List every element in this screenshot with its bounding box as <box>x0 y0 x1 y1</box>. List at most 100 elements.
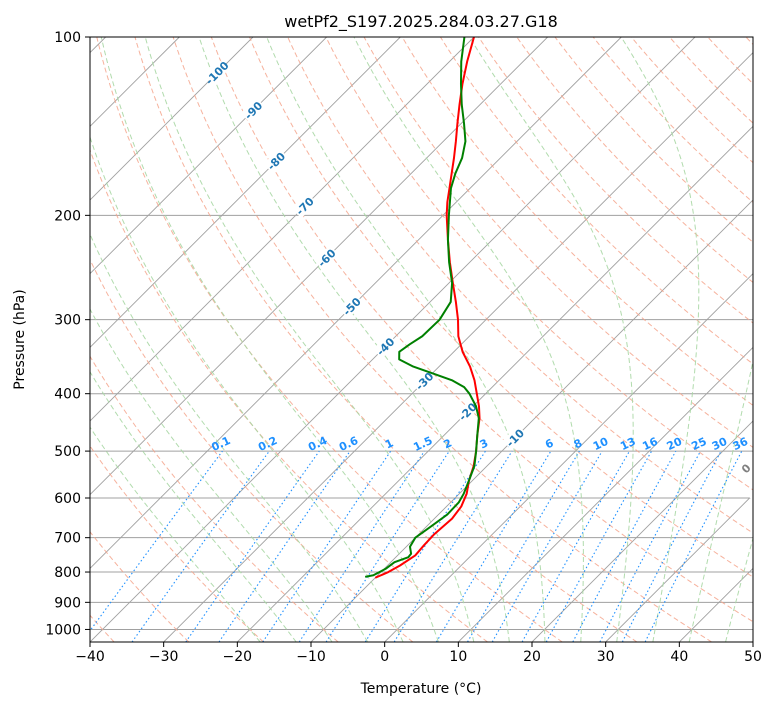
dry-adiabat-label--60-bg <box>314 245 339 270</box>
mixing-ratio-line-6 <box>435 450 552 642</box>
dry-adiabat--20 <box>90 445 264 642</box>
y-tick-label-100: 100 <box>54 30 81 46</box>
y-tick-label-300: 300 <box>54 313 81 329</box>
y-tick-label-500: 500 <box>54 444 81 460</box>
mixing-ratio-label-13: 13 <box>618 435 637 453</box>
dewpoint-profile-line <box>364 37 480 578</box>
mixing-ratio-line-20 <box>572 450 677 642</box>
dry-adiabat-label--50-bg <box>339 293 364 319</box>
mixing-ratio-line-0.4 <box>185 450 320 642</box>
y-tick-label-1000: 1000 <box>45 622 81 638</box>
mixing-ratio-line-0.1 <box>90 450 223 632</box>
isotherm--60 <box>90 37 548 496</box>
moist-adiabat-20 <box>266 37 546 642</box>
axes-frame <box>89 36 754 643</box>
dry-adiabat-label--70-bg <box>292 193 317 219</box>
moist-adiabat-5 <box>100 37 439 642</box>
moist-adiabat-label-10: 10 <box>752 484 772 504</box>
isotherm-0 <box>384 273 753 642</box>
x-tick-label--40: −40 <box>75 649 105 665</box>
isotherm-10 <box>458 346 753 642</box>
dry-adiabat-30 <box>134 37 638 642</box>
dry-adiabat-50 <box>210 37 753 623</box>
moist-adiabats <box>90 37 753 642</box>
mixing-ratio-lines <box>90 450 743 642</box>
x-tick-label-40: 40 <box>670 649 688 665</box>
x-tick-label--30: −30 <box>149 649 179 665</box>
mixing-ratio-line-8 <box>467 450 580 642</box>
mixing-ratio-label-25: 25 <box>689 435 708 453</box>
isotherm--100 <box>90 37 254 201</box>
x-tick-label-10: 10 <box>449 649 467 665</box>
x-tick-label-30: 30 <box>597 649 615 665</box>
isotherm--20 <box>237 125 753 642</box>
dry-adiabat-label--80-bg <box>263 148 289 174</box>
mixing-ratio-line-0.2 <box>131 450 270 642</box>
x-axis-ticks: −40 −30 −20 −10 0 10 20 30 40 50 <box>75 642 762 665</box>
y-tick-label-700: 700 <box>54 531 81 547</box>
dry-adiabat-label--10-bg <box>502 425 528 450</box>
y-tick-label-900: 900 <box>54 595 81 611</box>
moist-adiabat--5 <box>90 233 369 642</box>
moist-adiabat-35 <box>620 37 700 642</box>
moist-adiabat-10 <box>144 37 475 642</box>
isotherm-grid <box>90 37 753 642</box>
moist-adiabat-40 <box>688 358 753 642</box>
mixing-ratio-line-16 <box>545 450 653 642</box>
mixing-ratio-line-13 <box>521 450 630 642</box>
x-tick-label--10: −10 <box>296 649 326 665</box>
dry-adiabat-label--100-bg <box>204 60 230 85</box>
dry-adiabat-80 <box>325 37 753 491</box>
isotherm--50 <box>90 37 622 569</box>
isotherm--70 <box>90 37 475 422</box>
dry-adiabat-70 <box>287 37 753 534</box>
mixing-ratio-label-16: 16 <box>640 435 660 453</box>
moist-adiabat--10 <box>90 308 333 642</box>
isotherm-20 <box>531 420 753 642</box>
dry-adiabat-120 <box>478 37 753 324</box>
mixing-ratio-label-36: 36 <box>731 435 751 453</box>
y-axis-ticks: 100 200 300 400 500 600 700 800 900 1000 <box>45 30 90 638</box>
y-tick-label-400: 400 <box>54 387 81 403</box>
y-tick-label-200: 200 <box>54 208 81 224</box>
moist-adiabat-label-0-bg <box>733 455 753 481</box>
mixing-ratio-line-4 <box>393 450 513 642</box>
x-tick-label-50: 50 <box>744 649 762 665</box>
dry-adiabat-90 <box>363 37 753 448</box>
mixing-ratio-line-3 <box>364 450 486 642</box>
moist-adiabat--15 <box>90 370 297 642</box>
dry-adiabat-40 <box>172 37 712 642</box>
isotherm--30 <box>163 52 753 642</box>
dry-adiabat--30 <box>90 530 190 642</box>
sounding-series <box>364 37 481 579</box>
isotherm--90 <box>90 37 327 275</box>
x-tick-label--20: −20 <box>223 649 253 665</box>
mixing-ratio-label-20: 20 <box>665 435 685 453</box>
mixing-ratio-label-10: 10 <box>591 435 611 453</box>
y-tick-label-800: 800 <box>54 565 81 581</box>
moist-adiabat-0 <box>90 135 404 642</box>
mixing-ratio-line-2 <box>325 450 450 642</box>
moist-adiabat-30 <box>469 37 634 642</box>
mixing-ratio-line-0.6 <box>218 450 351 642</box>
dry-adiabat-130 <box>516 37 753 284</box>
x-tick-label-0: 0 <box>380 649 389 665</box>
dry-adiabat-100 <box>401 37 753 406</box>
x-axis-label: Temperature (°C) <box>360 681 482 697</box>
dry-adiabat-label--90-bg <box>240 97 266 123</box>
dry-adiabat-label--20-bg <box>454 398 480 424</box>
mixing-ratio-label-30: 30 <box>710 435 730 453</box>
dry-adiabat-label--40-bg <box>372 333 398 359</box>
moist-adiabat-15 <box>198 37 510 642</box>
chart-title: wetPf2_S197.2025.284.03.27.G18 <box>284 12 558 32</box>
isobar-grid <box>90 37 753 630</box>
y-tick-label-600: 600 <box>54 491 81 507</box>
dry-adiabat-10 <box>90 148 488 642</box>
isotherm-30 <box>605 494 753 642</box>
temperature-profile-line <box>374 37 481 579</box>
isotherm--10 <box>310 199 753 642</box>
dry-adiabat-60 <box>248 37 753 578</box>
x-tick-label-20: 20 <box>523 649 541 665</box>
